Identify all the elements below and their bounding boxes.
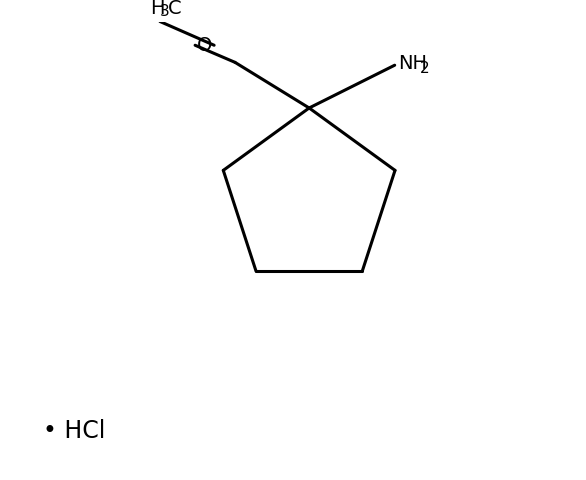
Text: NH: NH [398,54,428,73]
Text: C: C [168,0,181,18]
Text: 3: 3 [160,4,170,20]
Text: • HCl: • HCl [43,419,105,443]
Text: O: O [197,36,212,55]
Text: 2: 2 [420,60,429,75]
Text: H: H [151,0,165,18]
